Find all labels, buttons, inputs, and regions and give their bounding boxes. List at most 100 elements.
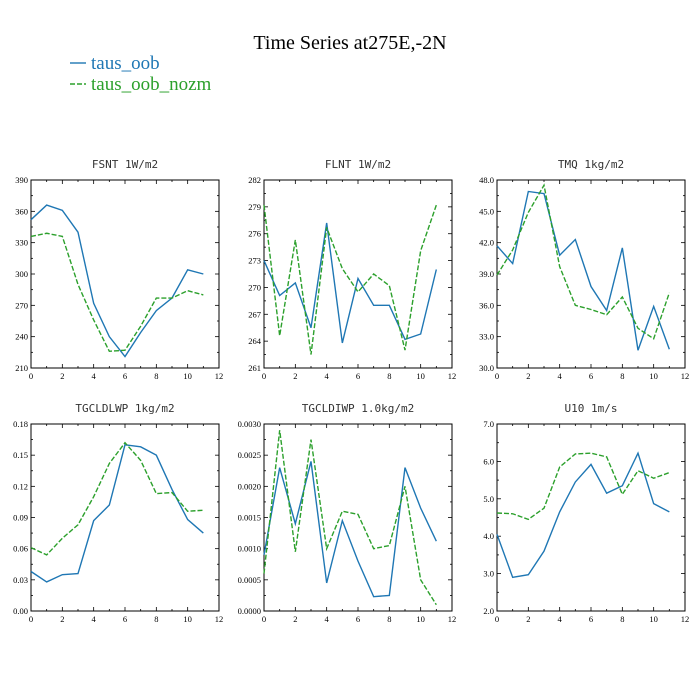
x-tick-label: 0 bbox=[262, 614, 266, 624]
plot-frame bbox=[496, 423, 686, 612]
x-tick-label: 10 bbox=[649, 371, 658, 381]
y-tick-label: 0.0015 bbox=[238, 513, 261, 523]
y-tick-label: 276 bbox=[248, 229, 261, 239]
y-tick-label: 261 bbox=[248, 363, 261, 373]
x-tick-label: 8 bbox=[387, 371, 391, 381]
plot-frame bbox=[30, 179, 220, 369]
y-tick-label: 0.0005 bbox=[238, 575, 261, 585]
y-tick-label: 7.0 bbox=[483, 419, 494, 429]
y-tick-label: 267 bbox=[248, 309, 261, 319]
chart-panel-tmq: TMQ 1kg/m2 30.0 33.0 36.0 39.0 42.0 45.0 48.0 0 2… bbox=[479, 158, 689, 381]
y-tick-label: 390 bbox=[15, 175, 28, 185]
x-tick-label: 6 bbox=[356, 371, 360, 381]
plot-frame bbox=[30, 423, 220, 612]
x-tick-label: 4 bbox=[92, 614, 97, 624]
legend-label-taus-oob-nozm: taus_oob_nozm bbox=[91, 74, 212, 95]
y-tick-label: 270 bbox=[15, 300, 28, 310]
x-tick-label: 4 bbox=[325, 614, 330, 624]
figure-title: Time Series at275E,-2N bbox=[253, 32, 446, 54]
x-tick-label: 12 bbox=[681, 614, 690, 624]
y-tick-label: 0.0030 bbox=[238, 419, 261, 429]
series-line-taus-oob bbox=[496, 451, 670, 579]
y-tick-label: 0.0000 bbox=[238, 606, 261, 616]
series-line-taus-oob-nozm bbox=[263, 430, 437, 606]
chart-panel-tgcldlwp: TGCLDLWP 1kg/m2 0.00 0.03 0.06 0.09 0.12 0.15 0… bbox=[13, 402, 223, 624]
y-tick-label: 0.15 bbox=[13, 450, 28, 460]
x-tick-label: 6 bbox=[123, 371, 127, 381]
x-tick-label: 6 bbox=[589, 614, 593, 624]
y-tick-label: 270 bbox=[248, 282, 261, 292]
y-tick-label: 279 bbox=[248, 202, 261, 212]
y-tick-label: 6.0 bbox=[483, 456, 494, 466]
y-tick-label: 0.12 bbox=[13, 481, 28, 491]
x-tick-label: 8 bbox=[387, 614, 391, 624]
x-tick-label: 4 bbox=[92, 371, 97, 381]
y-tick-label: 5.0 bbox=[483, 494, 494, 504]
x-tick-label: 8 bbox=[154, 371, 158, 381]
x-tick-label: 8 bbox=[620, 371, 624, 381]
series-line-taus-oob-nozm bbox=[30, 441, 204, 556]
x-tick-label: 6 bbox=[589, 371, 593, 381]
y-tick-label: 0.09 bbox=[13, 513, 28, 523]
y-tick-label: 0.06 bbox=[13, 544, 28, 554]
legend-label-taus-oob: taus_oob bbox=[91, 53, 160, 74]
panel-title: FSNT 1W/m2 bbox=[92, 158, 158, 171]
y-tick-label: 282 bbox=[248, 175, 261, 185]
x-tick-label: 6 bbox=[123, 614, 127, 624]
y-tick-label: 0.03 bbox=[13, 575, 28, 585]
series-line-taus-oob-nozm bbox=[30, 232, 204, 353]
chart-panel-u10: U10 1m/s 2.0 3.0 4.0 5.0 6.0 7.0 0 2 4 6 8 10 12 bbox=[483, 402, 689, 624]
series-line-taus-oob-nozm bbox=[496, 452, 670, 521]
series-line-taus-oob bbox=[496, 190, 670, 351]
x-tick-label: 0 bbox=[29, 371, 33, 381]
legend-entry-taus-oob: taus_oob bbox=[70, 53, 160, 74]
plot-frame bbox=[263, 423, 453, 612]
panel-title: TGCLDLWP 1kg/m2 bbox=[75, 402, 174, 415]
series-line-taus-oob bbox=[263, 461, 437, 598]
y-tick-label: 330 bbox=[15, 238, 28, 248]
y-tick-label: 0.0020 bbox=[238, 481, 261, 491]
x-tick-label: 0 bbox=[495, 614, 499, 624]
y-tick-label: 33.0 bbox=[479, 332, 494, 342]
x-tick-label: 10 bbox=[183, 614, 192, 624]
x-tick-label: 12 bbox=[681, 371, 690, 381]
x-tick-label: 10 bbox=[416, 371, 425, 381]
series-line-taus-oob bbox=[30, 444, 204, 583]
x-tick-label: 12 bbox=[215, 614, 224, 624]
y-tick-label: 264 bbox=[248, 336, 262, 346]
series-line-taus-oob-nozm bbox=[263, 204, 437, 355]
x-tick-label: 12 bbox=[448, 614, 457, 624]
x-tick-label: 2 bbox=[293, 614, 297, 624]
chart-panel-fsnt: FSNT 1W/m2 210 240 270 300 330 360 390 0 2 4 6 8 10 12 bbox=[15, 158, 223, 381]
chart-panel-tgcldiwp: TGCLDIWP 1.0kg/m2 0.0000 0.0005 0.0010 0.001… bbox=[238, 402, 457, 624]
y-tick-label: 273 bbox=[248, 256, 261, 266]
x-tick-label: 4 bbox=[558, 371, 563, 381]
x-tick-label: 10 bbox=[416, 614, 425, 624]
x-tick-label: 8 bbox=[620, 614, 624, 624]
x-tick-label: 0 bbox=[495, 371, 499, 381]
x-tick-label: 10 bbox=[183, 371, 192, 381]
series-line-taus-oob bbox=[263, 222, 438, 344]
legend: taus_oob taus_oob_nozm bbox=[70, 53, 212, 95]
series-line-taus-oob-nozm bbox=[496, 183, 670, 340]
chart-panel-flnt: FLNT 1W/m2 261 264 267 270 273 276 279 282 0 2 4 6 8 1… bbox=[248, 158, 456, 381]
x-tick-label: 12 bbox=[448, 371, 457, 381]
x-tick-label: 4 bbox=[325, 371, 330, 381]
y-tick-label: 36.0 bbox=[479, 300, 494, 310]
panel-title: TGCLDIWP 1.0kg/m2 bbox=[302, 402, 415, 415]
y-tick-label: 0.18 bbox=[13, 419, 28, 429]
x-tick-label: 12 bbox=[215, 371, 224, 381]
x-tick-label: 4 bbox=[558, 614, 563, 624]
y-tick-label: 360 bbox=[15, 206, 28, 216]
y-tick-label: 210 bbox=[15, 363, 28, 373]
y-tick-label: 0.0025 bbox=[238, 450, 261, 460]
y-tick-label: 3.0 bbox=[483, 569, 494, 579]
y-tick-label: 39.0 bbox=[479, 269, 494, 279]
x-tick-label: 6 bbox=[356, 614, 360, 624]
y-tick-label: 30.0 bbox=[479, 363, 494, 373]
y-tick-label: 45.0 bbox=[479, 206, 494, 216]
x-tick-label: 0 bbox=[262, 371, 266, 381]
x-tick-label: 8 bbox=[154, 614, 158, 624]
